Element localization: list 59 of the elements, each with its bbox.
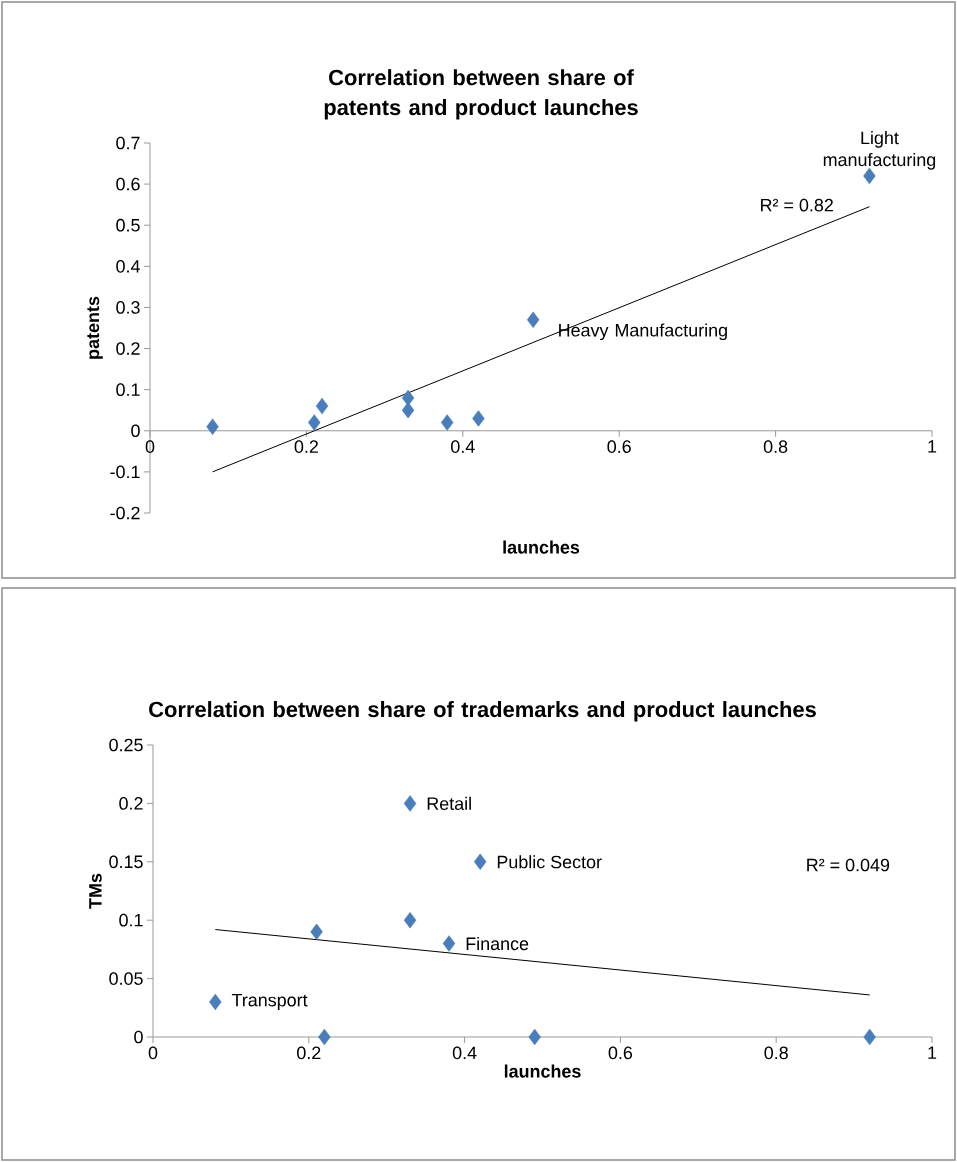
point <box>209 993 222 1011</box>
point <box>206 418 219 435</box>
y-tick-label: 0.2 <box>116 342 140 355</box>
y-tick-label: 0.1 <box>116 383 140 396</box>
x-tick-label: 0.8 <box>763 440 788 453</box>
point <box>473 853 487 870</box>
point <box>308 414 321 431</box>
y-tick-label: 0.25 <box>109 738 143 752</box>
y-tick-label: -0.1 <box>110 465 140 479</box>
point <box>472 410 485 427</box>
x-tick-label: 0.4 <box>452 1046 477 1060</box>
point <box>528 1028 541 1046</box>
point <box>403 911 417 929</box>
annotation: Transport <box>231 993 308 1010</box>
y-tick-label: 0.3 <box>116 301 140 314</box>
x-tick-label: 1 <box>928 440 937 453</box>
annotation: R² = 0.049 <box>807 858 890 872</box>
y-axis-title: TMs <box>89 873 102 909</box>
point <box>440 414 454 431</box>
point <box>310 923 323 941</box>
annotation: Light manufacturing <box>823 131 936 170</box>
y-tick-label: 0.2 <box>119 797 143 810</box>
y-tick-label: -0.2 <box>110 506 140 520</box>
x-tick-label: 0 <box>148 1046 158 1060</box>
annotation: R² = 0.82 <box>761 198 833 212</box>
point <box>442 935 456 952</box>
x-tick-label: 0.6 <box>608 1046 633 1060</box>
y-tick-label: 0.4 <box>116 259 140 273</box>
point <box>318 1028 331 1046</box>
y-tick-label: 0 <box>134 1030 143 1044</box>
y-tick-label: 0.5 <box>116 218 140 232</box>
y-tick-label: 0.6 <box>116 177 140 191</box>
y-tick-label: 0.15 <box>109 855 143 869</box>
point <box>863 1028 876 1046</box>
annotation: Public Sector <box>497 855 602 869</box>
x-axis-title: launches <box>504 1064 581 1078</box>
x-tick-label: 0.6 <box>607 440 631 453</box>
x-tick-label: 0.4 <box>451 440 475 453</box>
annotation: Finance <box>466 936 529 951</box>
point <box>526 311 540 328</box>
x-tick-label: 0.8 <box>764 1046 788 1060</box>
annotation: Retail <box>427 796 471 810</box>
y-tick-label: 0.05 <box>109 972 143 985</box>
point <box>401 389 415 407</box>
x-tick-label: 1 <box>928 1046 937 1059</box>
y-tick-label: 0.1 <box>119 913 143 927</box>
y-axis-title: patents <box>87 296 103 359</box>
point <box>401 402 415 419</box>
chart-title: Correlation between share of patents and product launches <box>324 69 638 120</box>
chart-title: Correlation between share of trademarks and product launches <box>149 701 816 722</box>
y-tick-label: 0 <box>131 424 140 438</box>
y-tick-label: 0.7 <box>116 136 140 150</box>
x-tick-label: 0.2 <box>297 1046 321 1060</box>
point <box>403 795 417 812</box>
x-tick-label: 0 <box>145 440 155 453</box>
annotation: Heavy Manufacturing <box>559 323 727 341</box>
x-tick-label: 0.2 <box>294 440 318 453</box>
point <box>315 397 329 415</box>
x-axis-title: launches <box>503 540 580 554</box>
